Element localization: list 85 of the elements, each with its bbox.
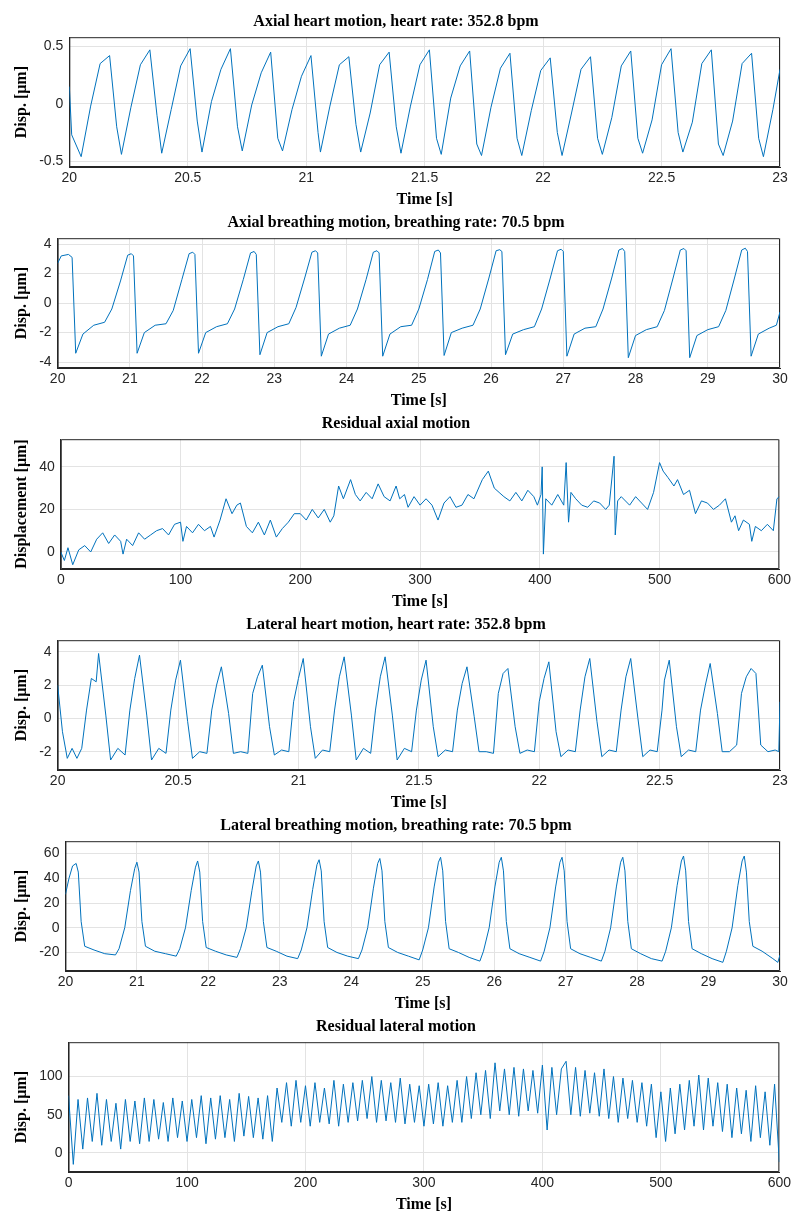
x-tick-label: 22 (535, 169, 552, 186)
y-tick-label: 0 (46, 542, 55, 559)
x-tick-label: 200 (288, 571, 313, 588)
x-tick-label: 24 (338, 370, 355, 387)
x-tick-label: 23 (272, 973, 288, 990)
x-tick-label: 23 (772, 772, 788, 789)
chart-title: Residual lateral motion (316, 1016, 477, 1034)
x-axis-title: Time [s] (390, 792, 447, 810)
x-tick-label: 28 (629, 973, 646, 990)
x-tick-label: 600 (767, 571, 792, 588)
y-tick-label: 0 (43, 293, 52, 310)
y-axis-title: Disp. [μm] (11, 66, 30, 139)
y-tick-label: 4 (43, 642, 52, 659)
y-tick-label: 0 (54, 1143, 63, 1160)
y-axis-title: Displacement [μm] (11, 439, 30, 569)
y-tick-label: -4 (39, 352, 52, 369)
y-tick-label: 2 (43, 675, 52, 692)
x-tick-label: 21 (129, 973, 145, 990)
x-tick-label: 22.5 (647, 169, 676, 186)
x-tick-label: 22.5 (645, 772, 674, 789)
chart-title: Axial breathing motion, breathing rate: 70.5 bpm (227, 212, 566, 231)
x-tick-label: 25 (411, 370, 427, 387)
y-tick-label: 40 (43, 869, 60, 886)
x-tick-label: 26 (483, 370, 500, 387)
x-tick-label: 28 (627, 370, 644, 387)
x-tick-label: 24 (343, 973, 360, 990)
y-axis-title: Disp. [μm] (11, 870, 30, 943)
x-tick-label: 27 (555, 370, 572, 387)
y-axis-title: Disp. [μm] (11, 1071, 30, 1144)
x-tick-label: 21 (122, 370, 138, 387)
y-tick-label: 2 (43, 264, 52, 281)
y-tick-label: 0.5 (43, 37, 64, 54)
x-axis-title: Time [s] (390, 390, 447, 408)
y-axis-title: Disp. [μm] (11, 669, 30, 742)
x-tick-label: 30 (772, 973, 788, 990)
x-tick-label: 21.5 (411, 169, 439, 186)
y-axis-title: Disp. [μm] (11, 267, 30, 340)
x-tick-label: 21 (298, 169, 315, 186)
x-axis-title: Time [s] (396, 189, 453, 207)
x-tick-label: 100 (168, 571, 193, 588)
chart-title: Lateral heart motion, heart rate: 352.8 bpm (246, 614, 547, 633)
x-tick-label: 23 (266, 370, 283, 387)
x-tick-label: 21.5 (405, 772, 433, 789)
x-tick-label: 500 (649, 1174, 673, 1191)
x-tick-label: 20.5 (164, 772, 192, 789)
x-axis-title: Time [s] (395, 1194, 453, 1212)
y-tick-label: -0.5 (39, 152, 64, 169)
y-tick-label: -20 (39, 943, 60, 960)
chart-title: Residual axial motion (321, 413, 471, 431)
x-tick-label: 300 (408, 571, 432, 588)
x-tick-label: 26 (486, 973, 503, 990)
x-axis-title: Time [s] (394, 993, 451, 1011)
x-tick-label: 21 (290, 772, 307, 789)
y-tick-label: 0 (55, 94, 64, 111)
y-tick-label: 20 (43, 893, 60, 910)
x-tick-label: 27 (557, 973, 574, 990)
x-tick-label: 400 (530, 1174, 555, 1191)
x-axis-title: Time [s] (391, 591, 449, 609)
x-tick-label: 30 (772, 370, 788, 387)
x-tick-label: 300 (412, 1174, 436, 1191)
y-tick-label: 4 (43, 234, 52, 251)
y-tick-label: -2 (39, 323, 52, 340)
x-tick-label: 100 (175, 1174, 199, 1191)
x-tick-label: 22 (200, 973, 217, 990)
x-tick-label: 200 (293, 1174, 318, 1191)
x-tick-label: 22 (194, 370, 211, 387)
x-tick-label: 22 (531, 772, 548, 789)
x-tick-label: 29 (700, 973, 717, 990)
x-tick-label: 400 (528, 571, 552, 588)
x-tick-label: 500 (647, 571, 672, 588)
y-tick-label: 40 (39, 457, 55, 474)
chart-title: Lateral breathing motion, breathing rate: 70.5 bpm (220, 815, 573, 834)
y-tick-label: 20 (39, 500, 55, 517)
chart-title: Axial heart motion, heart rate: 352.8 bpm (253, 11, 540, 30)
y-tick-label: 0 (43, 709, 52, 726)
x-tick-label: 600 (767, 1174, 792, 1191)
x-tick-label: 25 (414, 973, 431, 990)
x-tick-label: 20.5 (174, 169, 202, 186)
y-tick-label: -2 (39, 742, 52, 759)
y-tick-label: 0 (51, 918, 60, 935)
x-tick-label: 23 (772, 169, 788, 186)
x-tick-label: 29 (699, 370, 716, 387)
y-tick-label: 60 (43, 844, 60, 861)
y-tick-label: 100 (39, 1067, 63, 1084)
y-tick-label: 50 (46, 1105, 63, 1122)
